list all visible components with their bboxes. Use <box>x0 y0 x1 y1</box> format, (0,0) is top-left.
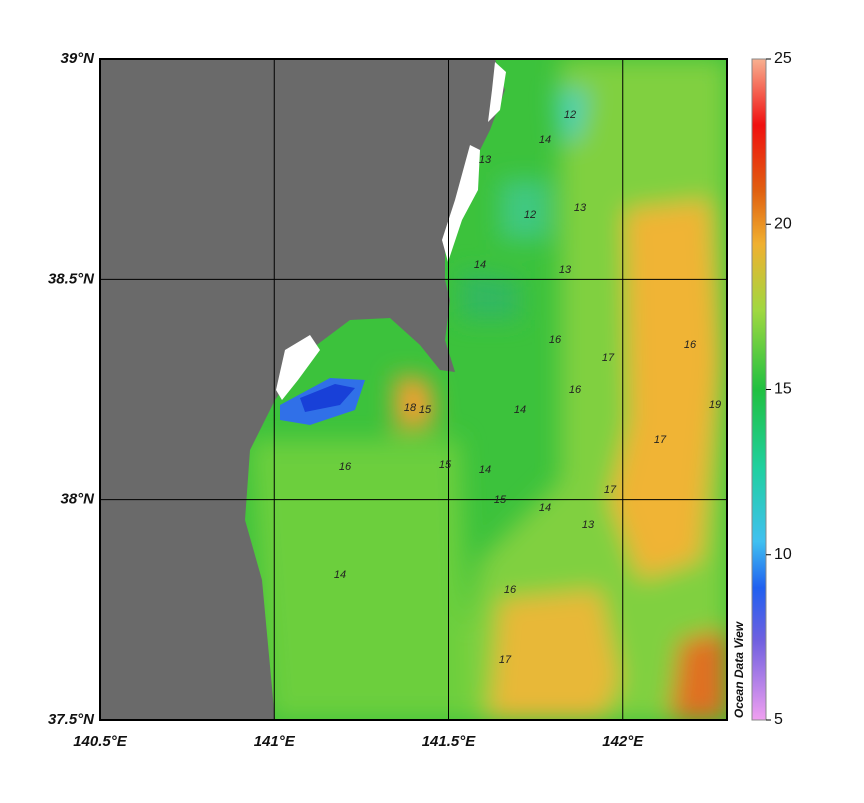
colorbar-label: 10 <box>774 546 792 563</box>
contour-label: 13 <box>479 154 492 166</box>
temperature-field <box>250 59 727 720</box>
contour-label: 14 <box>539 502 551 514</box>
y-tick-label: 39°N <box>60 50 95 67</box>
contour-label: 16 <box>549 334 562 346</box>
no-data-area <box>488 62 506 122</box>
contour-label: 17 <box>654 434 667 446</box>
map-field <box>100 59 727 720</box>
colorbar <box>751 58 767 721</box>
contour-label: 14 <box>334 569 346 581</box>
x-tick-label: 142°E <box>602 733 644 750</box>
no-data-area <box>442 145 480 262</box>
contour-label: 16 <box>504 584 517 596</box>
contour-label: 13 <box>574 202 587 214</box>
x-tick-label: 141.5°E <box>422 733 477 750</box>
y-tick-label: 38°N <box>60 491 95 508</box>
colorbar-label: 15 <box>774 381 792 398</box>
map-frame <box>99 58 728 721</box>
contour-label: 13 <box>559 264 572 276</box>
contour-label: 16 <box>684 339 697 351</box>
no-data-area <box>276 335 320 400</box>
contour-label: 17 <box>604 484 617 496</box>
contour-label: 12 <box>564 109 576 121</box>
contour-label: 15 <box>439 459 452 471</box>
y-tick-label: 38.5°N <box>48 270 95 287</box>
y-tick-label: 37.5°N <box>48 711 95 728</box>
contour-label: 13 <box>582 519 595 531</box>
contour-label: 17 <box>602 352 615 364</box>
colorbar-label: 20 <box>774 215 792 232</box>
x-tick-label: 140.5°E <box>73 733 128 750</box>
credit: Ocean Data View <box>732 621 746 718</box>
contour-label: 16 <box>339 461 352 473</box>
contour-label: 18 <box>404 402 417 414</box>
contour-label: 14 <box>474 259 486 271</box>
contour-label: 16 <box>569 384 582 396</box>
cold-core <box>300 384 355 412</box>
contour-label: 14 <box>479 464 491 476</box>
contour-label: 15 <box>494 494 507 506</box>
colorbar-label: 25 <box>774 50 792 67</box>
land <box>100 59 505 720</box>
contour-label: 15 <box>419 404 432 416</box>
x-tick-label: 141°E <box>254 733 296 750</box>
contour-label: 14 <box>539 134 551 146</box>
contour-label: 17 <box>499 654 512 666</box>
contour-label: 19 <box>709 399 721 411</box>
colorbar-label: 5 <box>774 711 783 728</box>
contour-label: 12 <box>524 209 536 221</box>
contour-label: 14 <box>514 404 526 416</box>
